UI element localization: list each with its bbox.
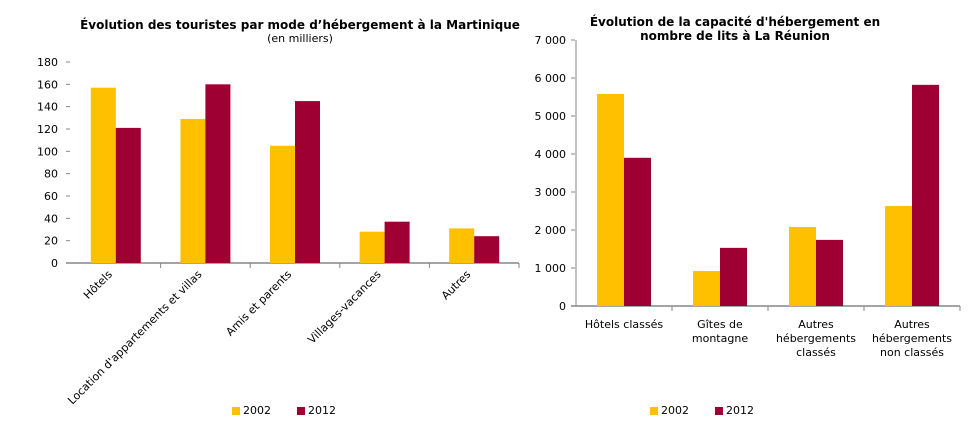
legend-label-2012: 2012 [726,404,754,417]
chart2-bar-2012 [720,247,747,306]
chart1-y-tick-label: 80 [44,168,58,181]
chart1-category-label: Hôtels [81,268,115,302]
chart1-bar-2002 [180,118,206,263]
chart2-bar-2002 [789,226,816,306]
chart1-bar-2002 [449,228,475,263]
chart2-y-tick-label: 3 000 [535,186,567,199]
chart2-category-label: Autres hébergements classés [776,318,856,359]
legend-label-2012: 2012 [308,404,336,417]
chart2-category-label: Hôtels classés [585,318,663,331]
chart1-category-label: Villages-vacances [305,268,384,347]
legend-label-2002: 2002 [661,404,689,417]
chart1-y-tick-label: 0 [51,257,58,270]
chart1-bar-2002 [90,87,116,263]
chart2-bar-2002 [693,271,720,306]
chart2-bar-2012 [912,84,939,306]
chart1-legend: 2002 2012 [232,404,362,417]
chart1-category-label: Autres [439,268,474,303]
legend-item-2012: 2012 [715,404,754,417]
chart2-y-tick-label: 4 000 [535,148,567,161]
chart2-y-tick-label: 5 000 [535,110,567,123]
chart2-category-label: Gîtes de montagne [692,318,748,345]
chart1-bar-2012 [205,84,231,263]
chart1-y-tick-label: 60 [44,190,58,203]
chart1-bar-2012 [474,236,500,263]
chart2-y-tick-label: 6 000 [535,72,567,85]
chart1-y-tick-label: 100 [37,145,58,158]
chart2-bar-2012 [816,239,843,306]
legend-swatch-2002 [650,406,658,415]
chart1-title-text: Évolution des touristes par mode d’héber… [80,18,520,32]
chart2-legend: 2002 2012 [650,404,780,417]
chart2-bar-2002 [597,93,624,307]
chart2-y-tick-label: 0 [559,300,566,313]
legend-item-2002: 2002 [650,404,689,417]
chart1-bar-2012 [115,127,141,263]
chart1-y-tick-label: 140 [37,101,58,114]
chart1-title: Évolution des touristes par mode d’héber… [60,18,540,46]
legend-item-2012: 2012 [297,404,336,417]
chart1-y-tick-label: 160 [37,78,58,91]
legend-label-2002: 2002 [243,404,271,417]
chart2-y-tick-label: 1 000 [535,262,567,275]
chart1-y-tick-label: 180 [37,56,58,69]
legend-swatch-2002 [232,406,240,415]
chart1-y-tick-label: 20 [44,235,58,248]
legend-swatch-2012 [715,406,723,415]
chart2-category-label: Autres hébergements non classés [872,318,952,359]
chart2-bar-2002 [885,206,912,306]
chart2-title-text: Évolution de la capacité d'hébergement e… [589,15,881,43]
chart1-y-tick-label: 40 [44,212,58,225]
chart1-bar-2002 [359,231,385,263]
chart1-bar-2002 [270,145,295,263]
chart1-bar-2012 [295,101,320,263]
chart2-bar-2012 [624,157,651,306]
legend-swatch-2012 [297,406,305,415]
chart2-title: Évolution de la capacité d'hébergement e… [585,15,885,43]
legend-item-2002: 2002 [232,404,271,417]
chart1-bar-2012 [384,221,410,263]
chart1-y-tick-label: 120 [37,123,58,136]
chart2-y-tick-label: 7 000 [535,34,567,47]
chart1-category-label: Amis et parents [223,268,294,339]
chart1-subtitle: (en milliers) [267,32,333,45]
chart2-y-tick-label: 2 000 [535,224,567,237]
